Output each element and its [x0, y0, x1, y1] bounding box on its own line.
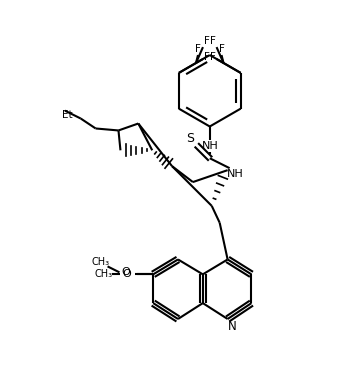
Text: O: O [122, 270, 131, 279]
Text: F: F [204, 52, 210, 62]
Text: F: F [210, 52, 216, 62]
Text: N: N [228, 321, 237, 333]
Text: S: S [186, 132, 194, 145]
Text: F: F [210, 36, 216, 46]
Text: F: F [195, 44, 201, 54]
Text: O: O [121, 267, 130, 277]
Text: Et: Et [62, 110, 72, 119]
Text: CH₃: CH₃ [95, 270, 113, 279]
Text: F: F [219, 44, 224, 54]
Text: NH: NH [227, 169, 244, 179]
Text: F: F [204, 36, 210, 46]
Text: NH: NH [202, 141, 218, 151]
Text: CH₃: CH₃ [92, 257, 110, 267]
